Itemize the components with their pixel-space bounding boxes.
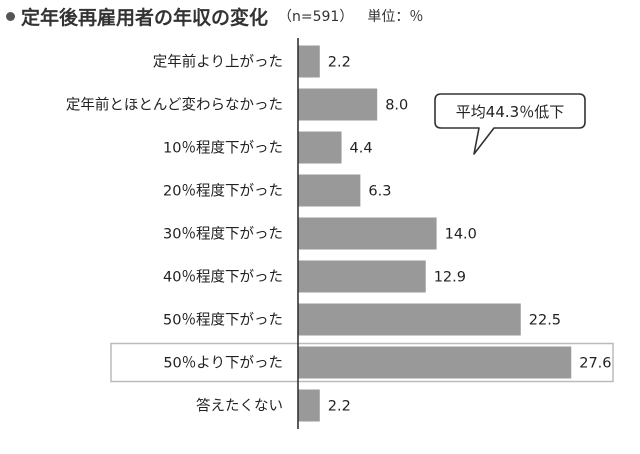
category-label: 答えたくない xyxy=(196,398,283,415)
category-label: 定年前より上がった xyxy=(153,54,283,71)
category-label: 定年前とほとんど変わらなかった xyxy=(66,97,283,114)
data-label: 8.0 xyxy=(385,98,408,114)
data-label: 27.6 xyxy=(579,356,611,372)
bar xyxy=(298,88,378,121)
speech-bubble-icon xyxy=(434,93,586,155)
unit-label: 単位：％ xyxy=(367,9,424,25)
data-label: 2.2 xyxy=(328,55,351,71)
data-label: 22.5 xyxy=(529,313,561,329)
bar xyxy=(298,389,320,422)
chart-title: 定年後再雇用者の年収の変化 xyxy=(21,6,269,29)
bar xyxy=(298,174,361,207)
bar xyxy=(298,217,437,250)
category-label: 10％程度下がった xyxy=(163,140,283,157)
category-label: 40％程度下がった xyxy=(163,269,283,286)
data-label: 12.9 xyxy=(434,270,466,286)
sample-size: （n=591） xyxy=(278,9,354,25)
bar xyxy=(298,346,572,379)
bar xyxy=(298,260,426,293)
data-label: 4.4 xyxy=(350,141,373,157)
category-label: 20％程度下がった xyxy=(163,183,283,200)
category-label: 50％より下がった xyxy=(163,355,283,372)
bullet-icon xyxy=(6,11,15,21)
bar xyxy=(298,45,320,78)
average-callout: 平均44.3％低下 xyxy=(432,88,588,155)
bar xyxy=(298,303,521,336)
bar xyxy=(298,131,342,164)
chart-header: 定年後再雇用者の年収の変化 （n=591） 単位：％ xyxy=(4,3,423,29)
category-label: 50％程度下がった xyxy=(163,312,283,329)
callout-text: 平均44.3％低下 xyxy=(455,102,565,121)
data-label: 14.0 xyxy=(445,227,477,243)
data-label: 6.3 xyxy=(368,184,391,200)
data-label: 2.2 xyxy=(328,399,351,415)
category-label: 30％程度下がった xyxy=(163,226,283,243)
